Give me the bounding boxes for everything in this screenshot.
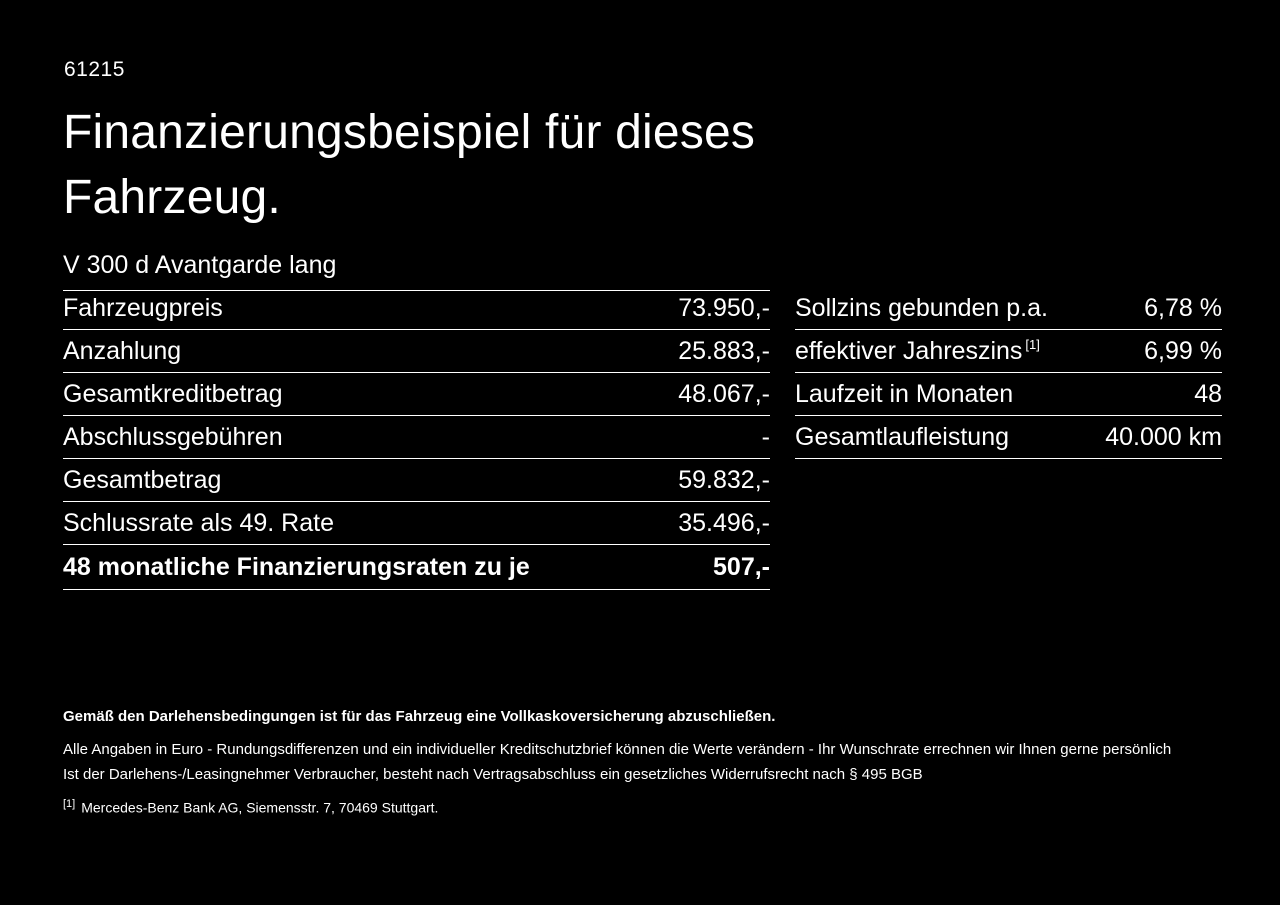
table-row-monatsrate: 48 monatliche Finanzierungsraten zu je 5… [63, 545, 770, 590]
vehicle-name: V 300 d Avantgarde lang [63, 251, 770, 291]
financing-table-left: Fahrzeugpreis 73.950,- Anzahlung 25.883,… [63, 287, 770, 590]
row-value: 48.067,- [678, 379, 770, 408]
row-label: Abschlussgebühren [63, 422, 283, 451]
table-row-anzahlung: Anzahlung 25.883,- [63, 330, 770, 373]
table-row-gesamtbetrag: Gesamtbetrag 59.832,- [63, 459, 770, 502]
insurance-note: Gemäß den Darlehensbedingungen ist für d… [63, 708, 776, 725]
row-value: 35.496,- [678, 508, 770, 537]
bank-footnote: [1] Mercedes-Benz Bank AG, Siemensstr. 7,… [63, 798, 1223, 816]
table-row-sollzins: Sollzins gebunden p.a. 6,78 % [795, 287, 1222, 330]
disclaimer-note-2: Ist der Darlehens-/Leasingnehmer Verbrau… [63, 766, 923, 783]
reference-number: 61215 [64, 58, 125, 81]
table-row-gesamtlaufleistung: Gesamtlaufleistung 40.000 km [795, 416, 1222, 459]
row-label: 48 monatliche Finanzierungsraten zu je [63, 552, 530, 581]
row-label: Gesamtkreditbetrag [63, 379, 283, 408]
table-row-fahrzeugpreis: Fahrzeugpreis 73.950,- [63, 287, 770, 330]
row-value: 59.832,- [678, 465, 770, 494]
footnote-marker: [1] [63, 798, 76, 810]
row-label-text: Gesamtlaufleistung [795, 422, 1010, 451]
disclaimer-note-1: Alle Angaben in Euro - Rundungsdifferenz… [63, 741, 1172, 758]
row-label: Gesamtbetrag [63, 465, 222, 494]
page-title: Finanzierungsbeispiel für dieses Fahrzeu… [63, 100, 755, 230]
row-label-text: Laufzeit in Monaten [795, 379, 1014, 408]
table-row-schlussrate: Schlussrate als 49. Rate 35.496,- [63, 502, 770, 545]
footnote-text: Mercedes-Benz Bank AG, Siemensstr. 7, 70… [81, 799, 439, 816]
page-title-line1: Finanzierungsbeispiel für dieses [63, 106, 756, 159]
row-label: Anzahlung [63, 336, 182, 365]
row-value: - [761, 422, 770, 451]
row-value: 48 [1194, 379, 1222, 408]
financing-table-right: Sollzins gebunden p.a. 6,78 % effektiver… [795, 287, 1222, 459]
row-label: Gesamtlaufleistung [795, 423, 1009, 452]
row-label: Laufzeit in Monaten [795, 380, 1013, 409]
page-title-line2: Fahrzeug. [63, 171, 281, 224]
row-label: Sollzins gebunden p.a. [795, 294, 1048, 323]
row-value: 25.883,- [678, 336, 770, 365]
row-label: Schlussrate als 49. Rate [63, 508, 334, 537]
row-label-text: effektiver Jahreszins [795, 336, 1023, 365]
table-row-laufzeit: Laufzeit in Monaten 48 [795, 373, 1222, 416]
table-row-effektiver-jahreszins: effektiver Jahreszins [1] 6,99 % [795, 330, 1222, 373]
row-value: 40.000 km [1105, 422, 1222, 451]
row-label-text: Sollzins gebunden p.a. [795, 293, 1048, 322]
footnote-reference: [1] [1025, 337, 1040, 353]
row-value: 6,99 % [1144, 336, 1222, 365]
row-label: Fahrzeugpreis [63, 293, 223, 322]
row-value: 6,78 % [1144, 293, 1222, 322]
table-row-gesamtkreditbetrag: Gesamtkreditbetrag 48.067,- [63, 373, 770, 416]
table-row-abschlussgebuehren: Abschlussgebühren - [63, 416, 770, 459]
row-label: effektiver Jahreszins [1] [795, 337, 1040, 366]
footer-notes: Gemäß den Darlehensbedingungen ist für d… [63, 708, 1223, 816]
row-value: 507,- [713, 552, 770, 581]
row-value: 73.950,- [678, 293, 770, 322]
